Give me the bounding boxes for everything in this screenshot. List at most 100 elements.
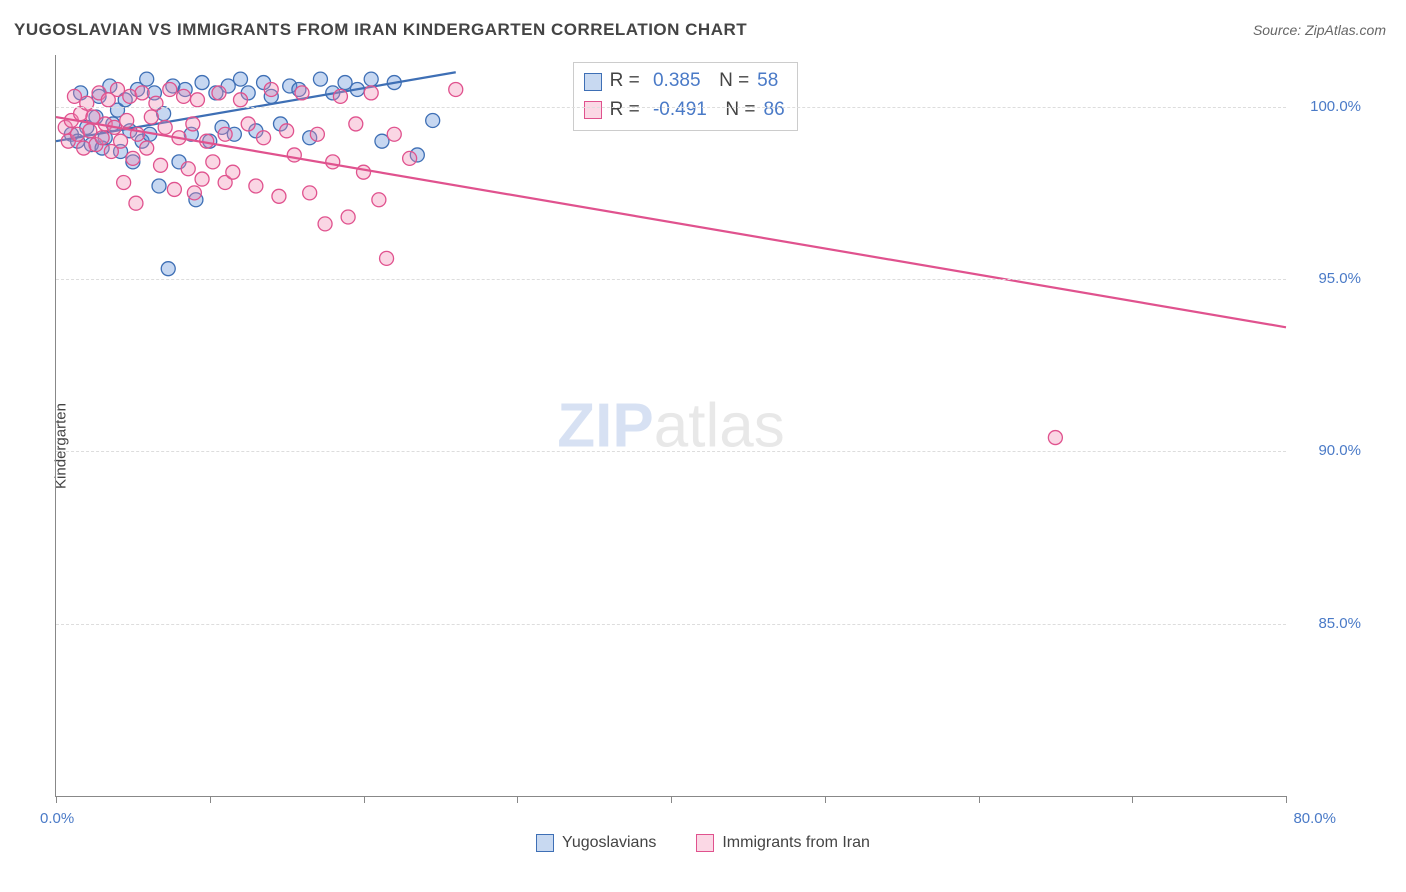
gridline (56, 624, 1286, 625)
data-point (190, 93, 204, 107)
stats-r-value: 0.385 (653, 67, 701, 96)
data-point (341, 210, 355, 224)
data-point (234, 72, 248, 86)
legend-label: Immigrants from Iran (722, 834, 870, 852)
data-point (67, 89, 81, 103)
data-point (333, 89, 347, 103)
gridline (56, 279, 1286, 280)
series-swatch (584, 101, 602, 119)
stats-n-label: N = (715, 96, 756, 125)
data-point (149, 96, 163, 110)
stats-r-value: -0.491 (653, 96, 707, 125)
x-tick (671, 796, 672, 803)
data-point (295, 86, 309, 100)
data-point (338, 76, 352, 90)
data-point (80, 96, 94, 110)
legend-label: Yugoslavians (562, 834, 656, 852)
x-max-label: 80.0% (1293, 810, 1336, 827)
data-point (140, 141, 154, 155)
x-tick (210, 796, 211, 803)
x-tick (364, 796, 365, 803)
data-point (95, 131, 109, 145)
gridline (56, 107, 1286, 108)
data-point (364, 86, 378, 100)
data-point (195, 76, 209, 90)
y-tick-label: 95.0% (1318, 270, 1361, 287)
data-point (313, 72, 327, 86)
data-point (218, 127, 232, 141)
data-point (129, 196, 143, 210)
data-point (310, 127, 324, 141)
data-point (117, 176, 131, 190)
y-tick-label: 85.0% (1318, 615, 1361, 632)
data-point (1048, 431, 1062, 445)
x-tick (825, 796, 826, 803)
gridline (56, 451, 1286, 452)
data-point (187, 186, 201, 200)
legend-swatch (536, 834, 554, 852)
data-point (303, 186, 317, 200)
data-point (426, 113, 440, 127)
x-tick (1286, 796, 1287, 803)
data-point (177, 89, 191, 103)
data-point (287, 148, 301, 162)
data-point (234, 93, 248, 107)
chart-container: YUGOSLAVIAN VS IMMIGRANTS FROM IRAN KIND… (0, 0, 1406, 892)
data-point (111, 82, 125, 96)
data-point (140, 72, 154, 86)
plot-area: ZIPatlas R = 0.385 N =58R = -0.491 N =86 (55, 55, 1286, 797)
data-point (249, 179, 263, 193)
stats-row: R = -0.491 N = 86 (584, 96, 785, 125)
chart-title: YUGOSLAVIAN VS IMMIGRANTS FROM IRAN KIND… (14, 20, 747, 40)
x-origin-label: 0.0% (40, 810, 74, 827)
data-point (364, 72, 378, 86)
x-tick (517, 796, 518, 803)
bottom-legend: Yugoslavians Immigrants from Iran (0, 834, 1406, 852)
data-point (195, 172, 209, 186)
data-point (272, 189, 286, 203)
legend-swatch (696, 834, 714, 852)
data-point (264, 82, 278, 96)
data-point (357, 165, 371, 179)
data-point (135, 86, 149, 100)
legend-item: Immigrants from Iran (696, 834, 870, 852)
data-point (449, 82, 463, 96)
stats-n-label: N = (709, 67, 750, 96)
data-point (318, 217, 332, 231)
trend-line (56, 117, 1286, 327)
data-point (226, 165, 240, 179)
data-point (212, 86, 226, 100)
data-point (120, 113, 134, 127)
stats-r-label: R = (610, 96, 645, 125)
data-point (206, 155, 220, 169)
data-point (83, 124, 97, 138)
stats-legend-box: R = 0.385 N =58R = -0.491 N = 86 (573, 62, 798, 131)
data-point (375, 134, 389, 148)
source-label: Source: ZipAtlas.com (1253, 22, 1386, 38)
stats-r-label: R = (610, 67, 645, 96)
data-point (387, 127, 401, 141)
stats-n-value: 86 (764, 96, 785, 125)
data-point (114, 134, 128, 148)
legend-item: Yugoslavians (536, 834, 656, 852)
data-point (326, 155, 340, 169)
data-point (126, 151, 140, 165)
data-point (144, 110, 158, 124)
data-point (380, 251, 394, 265)
scatter-svg (56, 55, 1286, 796)
data-point (186, 117, 200, 131)
data-point (158, 120, 172, 134)
data-point (241, 117, 255, 131)
x-tick (1132, 796, 1133, 803)
data-point (349, 117, 363, 131)
data-point (403, 151, 417, 165)
stats-row: R = 0.385 N =58 (584, 67, 785, 96)
series-swatch (584, 73, 602, 91)
y-tick-label: 100.0% (1310, 98, 1361, 115)
data-point (372, 193, 386, 207)
x-tick (56, 796, 57, 803)
data-point (163, 82, 177, 96)
data-point (257, 131, 271, 145)
data-point (152, 179, 166, 193)
y-tick-label: 90.0% (1318, 442, 1361, 459)
